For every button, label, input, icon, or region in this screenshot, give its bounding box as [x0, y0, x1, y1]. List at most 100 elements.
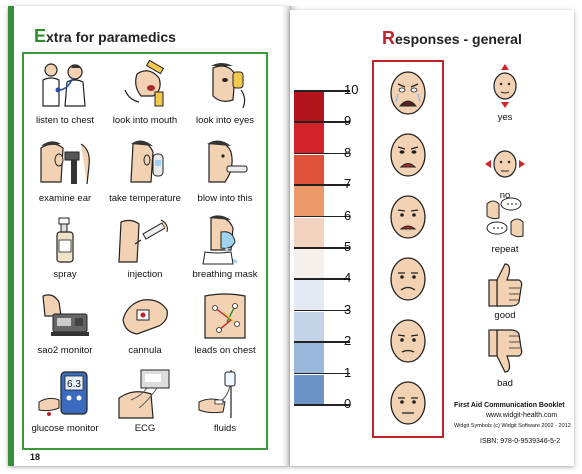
title-initial: R	[382, 28, 395, 48]
symbol-label: cannula	[128, 345, 162, 356]
spray-bottle-icon	[56, 217, 74, 263]
symbol-leads-on-chest: leads on chest	[185, 286, 265, 362]
scale-tick	[294, 152, 350, 155]
symbol-look-into-eyes: look into eyes	[185, 56, 265, 132]
scale-tick	[294, 184, 350, 186]
scale-segment	[294, 280, 324, 310]
scale-tick	[294, 278, 350, 280]
face-crying-icon	[390, 71, 426, 115]
symbol-label: sao2 monitor	[37, 345, 93, 356]
scale-value: 9	[344, 113, 352, 129]
symbol-injection: injection	[105, 210, 185, 286]
response-label: no	[499, 190, 511, 201]
eye-exam-icon	[211, 63, 246, 109]
face-very-sad-icon	[390, 133, 426, 177]
symbol-label: fluids	[213, 423, 237, 434]
left-page: Extra for paramedics listen to chest	[8, 6, 290, 466]
thumbs-up-icon	[488, 263, 523, 307]
symbol-label: spray	[53, 269, 77, 280]
nod-yes-icon	[493, 64, 517, 108]
symbol-take-temperature: take temperature	[105, 134, 185, 210]
symbol-label: blow into this	[197, 193, 253, 204]
symbol-label: breathing mask	[192, 269, 258, 280]
page-number: 18	[30, 452, 41, 462]
blow-tube-icon	[207, 140, 248, 183]
thermometer-icon	[130, 140, 164, 183]
scale-value: 8	[344, 144, 352, 160]
scale-segment	[294, 311, 324, 342]
isbn: ISBN: 978-0-9539346-5-2	[480, 438, 561, 445]
scale-value: 2	[344, 333, 352, 349]
chest-leads-icon	[204, 293, 246, 339]
page-edge-strip	[8, 6, 14, 466]
response-yes: yes	[476, 62, 534, 123]
response-bad: bad	[476, 328, 534, 389]
symbol-label: take temperature	[109, 193, 181, 204]
face-slightly-sad-icon	[390, 319, 426, 363]
scale-value: 10	[344, 82, 359, 97]
syringe-icon	[118, 219, 168, 263]
symbol-blow-into-this: blow into this	[185, 134, 265, 210]
scale-segment	[294, 343, 324, 373]
right-page-title: Responses - general	[382, 28, 522, 49]
scale-value: 6	[344, 207, 352, 223]
response-label: bad	[497, 378, 513, 389]
symbol-look-into-mouth: look into mouth	[105, 56, 185, 132]
scale-segment	[294, 154, 324, 185]
pain-scale: 10 9 8 7 6 5 4 3 2 1 0	[294, 82, 370, 411]
face-unhappy-icon	[390, 257, 426, 301]
scale-tick	[294, 121, 350, 123]
scale-value: 5	[344, 239, 352, 254]
symbol-breathing-mask: breathing mask	[185, 210, 265, 286]
title-text: esponses - general	[395, 31, 522, 47]
scale-segment	[294, 249, 324, 279]
response-good: good	[476, 260, 534, 321]
symbol-sao2-monitor: sao2 monitor	[25, 286, 105, 362]
thumbs-down-icon	[488, 329, 523, 373]
scale-tick	[294, 341, 350, 343]
scale-value: 4	[344, 270, 352, 286]
scale-tick	[294, 309, 350, 312]
symbol-spray: spray	[25, 210, 105, 286]
scale-tick	[294, 372, 350, 375]
scale-segment	[294, 374, 324, 404]
scale-value: 7	[344, 176, 352, 192]
symbol-examine-ear: examine ear	[25, 134, 105, 210]
shake-no-icon	[485, 150, 525, 178]
scale-tick	[294, 247, 350, 249]
response-label: good	[494, 310, 516, 321]
symbol-label: leads on chest	[194, 345, 256, 356]
scale-value: 3	[344, 301, 352, 317]
booklet-title: First Aid Communication Booklet	[454, 402, 565, 409]
scale-segment	[294, 186, 324, 216]
symbol-cannula: cannula	[105, 286, 185, 362]
symbol-label: injection	[127, 269, 163, 280]
mouth-exam-icon	[124, 60, 165, 107]
response-repeat: repeat	[476, 194, 534, 255]
response-no: no	[476, 140, 534, 201]
symbol-listen-to-chest: listen to chest	[25, 56, 105, 132]
symbol-ecg: ECG	[105, 364, 185, 440]
pulse-oximeter-icon	[42, 294, 89, 336]
title-initial: E	[34, 26, 47, 46]
ecg-machine-icon	[118, 369, 170, 419]
website-link[interactable]: www.widgit-health.com	[486, 412, 558, 419]
symbol-label: examine ear	[38, 193, 92, 204]
face-sad-icon	[390, 195, 426, 239]
pain-faces-frame	[372, 60, 444, 438]
right-page: Responses - general 10 9 8 7 6 5 4 3 2 1 0	[290, 10, 574, 466]
symbol-label: glucose monitor	[31, 423, 99, 434]
symbol-label: listen to chest	[35, 115, 95, 126]
copyright-notice: Widgit Symbols (c) Widgit Software 2002 …	[454, 423, 571, 429]
symbol-label: look into eyes	[195, 115, 255, 126]
symbol-glucose-monitor: 6.3 glucose monitor	[25, 364, 105, 440]
left-page-title: Extra for paramedics	[34, 26, 176, 47]
paramedic-symbols-frame: listen to chest look into mouth	[22, 52, 268, 450]
response-label: yes	[497, 112, 513, 123]
iv-drip-icon	[198, 370, 236, 418]
scale-tick	[294, 90, 350, 92]
symbol-label: ECG	[134, 423, 156, 434]
symbol-label: look into mouth	[112, 115, 178, 126]
cannula-icon	[122, 299, 168, 335]
